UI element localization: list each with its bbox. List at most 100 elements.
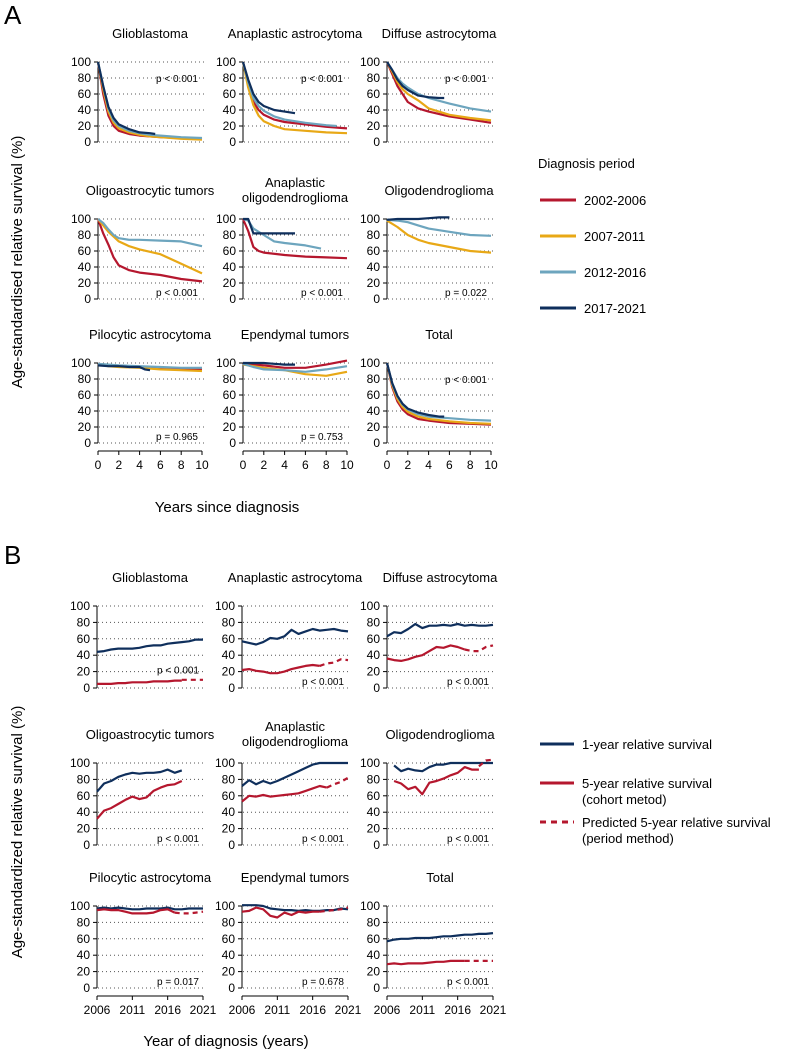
y-tick-label: 0 — [84, 436, 91, 450]
series-line — [241, 906, 320, 919]
legend-label: 2017-2021 — [584, 301, 646, 316]
x-tick-label: 4 — [425, 458, 432, 472]
y-tick-label: 100 — [360, 599, 380, 613]
x-tick-label: 2006 — [84, 1003, 111, 1017]
subplot-title: Oligodendroglioma — [385, 727, 495, 742]
series-line — [243, 361, 295, 366]
y-tick-label: 0 — [373, 135, 380, 149]
x-axis-label: Year of diagnosis (years) — [143, 1033, 308, 1050]
series-line — [241, 61, 348, 130]
x-tick-label: 0 — [95, 458, 102, 472]
y-tick-label: 100 — [215, 756, 235, 770]
y-tick-label: 100 — [216, 212, 236, 226]
y-tick-label: 0 — [84, 292, 91, 306]
series-line — [242, 359, 348, 369]
series-line — [385, 362, 492, 422]
y-tick-label: 60 — [222, 789, 236, 803]
subplot: Ependymal tumors 0 20 40 60 80 100 2006 2011 2016… — [215, 870, 362, 1017]
y-tick-label: 40 — [222, 805, 236, 819]
y-tick-label: 40 — [223, 103, 237, 117]
subplot-title: Total — [426, 870, 454, 885]
y-tick-label: 20 — [367, 119, 381, 133]
series-line — [96, 906, 203, 911]
legend-label: 1-year relative survival — [582, 737, 712, 752]
x-tick-label: 2011 — [264, 1003, 290, 1017]
y-tick-label: 0 — [373, 838, 380, 852]
y-tick-label: 60 — [78, 388, 92, 402]
y-tick-label: 0 — [373, 681, 380, 695]
y-tick-label: 20 — [77, 822, 91, 836]
y-tick-label: 80 — [367, 372, 381, 386]
series-line — [97, 679, 182, 686]
series-line — [386, 218, 492, 237]
y-tick-label: 20 — [222, 665, 236, 679]
p-value: p < 0.001 — [445, 74, 487, 85]
y-tick-label: 20 — [223, 420, 237, 434]
y-tick-label: 40 — [78, 103, 92, 117]
y-tick-label: 40 — [223, 404, 237, 418]
subplot: Diffuse astrocytoma 0 20 40 60 80 100 p < 0.001 — [360, 570, 498, 695]
legend-title: Diagnosis period — [538, 156, 635, 171]
y-tick-label: 60 — [223, 244, 237, 258]
y-tick-label: 60 — [222, 932, 236, 946]
legend-label: (period method) — [582, 831, 674, 846]
series-line — [97, 218, 203, 248]
y-tick-label: 0 — [228, 981, 235, 995]
y-tick-label: 60 — [77, 789, 91, 803]
y-tick-label: 20 — [222, 965, 236, 979]
y-tick-label: 0 — [229, 436, 236, 450]
subplot: Oligodendroglioma 0 20 40 60 80 100 p < 0.001 — [360, 727, 495, 852]
x-tick-label: 10 — [340, 458, 354, 472]
subplot: Pilocytic astrocytoma 0 20 40 60 80 100 2006 201… — [70, 870, 217, 1017]
p-value: p = 0.678 — [302, 977, 344, 988]
subplot: Glioblastoma 0 20 40 60 80 100 p < 0.001 — [71, 26, 204, 149]
x-tick-label: 2011 — [409, 1003, 435, 1017]
y-tick-label: 0 — [373, 292, 380, 306]
panel-b-letter: B — [4, 540, 21, 570]
subplot-title: Anaplastic — [265, 175, 325, 190]
y-tick-label: 0 — [83, 981, 90, 995]
y-tick-label: 100 — [360, 212, 380, 226]
series-line — [241, 784, 328, 803]
subplot: Diffuse astrocytoma 0 20 40 60 80 100 p < 0.001 — [360, 26, 497, 149]
p-value: p < 0.001 — [157, 834, 199, 845]
series-line — [393, 761, 493, 773]
subplot: Total 0 20 40 60 80 100 2006 2011 2016 2021 p < 0.0… — [360, 870, 507, 1017]
y-tick-label: 60 — [222, 632, 236, 646]
x-tick-label: 8 — [323, 458, 330, 472]
series-line — [241, 61, 348, 135]
x-tick-label: 2006 — [374, 1003, 401, 1017]
series-line — [96, 61, 156, 136]
p-value: p = 0.753 — [301, 432, 343, 443]
series-line — [96, 768, 183, 793]
y-tick-label: 0 — [229, 292, 236, 306]
y-tick-label: 40 — [223, 260, 237, 274]
y-tick-label: 20 — [223, 119, 237, 133]
y-tick-label: 0 — [229, 135, 236, 149]
legend-label: 2007-2011 — [584, 229, 645, 244]
y-tick-label: 80 — [77, 615, 91, 629]
y-tick-label: 100 — [215, 599, 235, 613]
x-tick-label: 6 — [446, 458, 453, 472]
y-tick-label: 40 — [367, 805, 381, 819]
series-line — [174, 910, 204, 915]
y-tick-label: 100 — [216, 356, 236, 370]
y-tick-label: 20 — [367, 822, 381, 836]
p-value: p < 0.001 — [157, 666, 199, 677]
legend-label: Predicted 5-year relative survival — [582, 815, 771, 830]
y-tick-label: 20 — [367, 276, 381, 290]
x-tick-label: 2016 — [444, 1003, 471, 1017]
subplot-title: Total — [425, 327, 453, 342]
y-tick-label: 40 — [367, 103, 381, 117]
y-tick-label: 80 — [367, 228, 381, 242]
subplot-title: Oligodendroglioma — [384, 183, 494, 198]
subplot: Glioblastoma 0 20 40 60 80 100 p < 0.001 — [70, 570, 205, 695]
legend-label: (cohort metod) — [582, 792, 667, 807]
subplot: Oligoastrocytic tumors 0 20 40 60 80 100 p < 0.… — [70, 727, 215, 852]
x-tick-label: 8 — [467, 458, 474, 472]
y-tick-label: 60 — [223, 388, 237, 402]
x-tick-label: 2016 — [299, 1003, 326, 1017]
